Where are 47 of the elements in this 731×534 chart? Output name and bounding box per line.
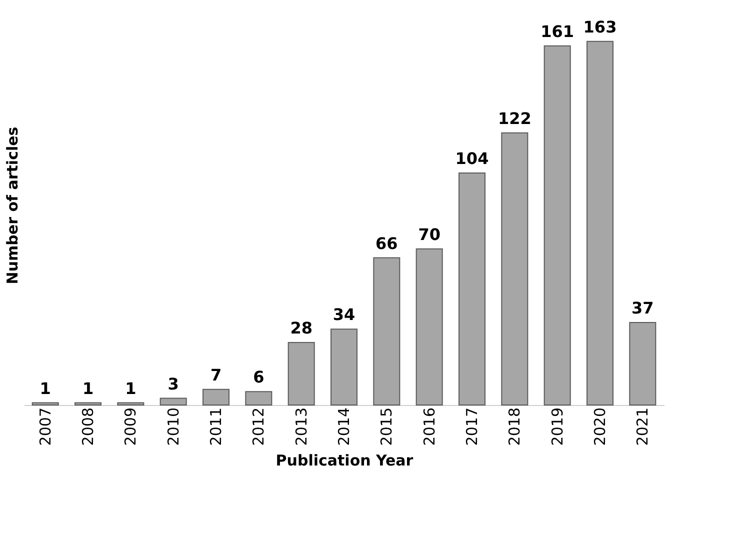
x-tick-label: 2016	[420, 408, 438, 446]
data-label: 6	[253, 368, 264, 387]
x-tick-label: 2010	[164, 408, 182, 446]
data-label: 7	[210, 365, 222, 384]
data-label: 66	[376, 234, 398, 253]
bar	[160, 398, 187, 406]
x-tick-label: 2009	[122, 408, 140, 446]
bar	[629, 322, 656, 406]
data-label: 37	[632, 298, 654, 318]
bar	[117, 402, 144, 406]
x-tick-label: 2020	[591, 408, 609, 446]
x-tick-label: 2011	[207, 408, 225, 446]
x-tick-label: 2018	[506, 408, 524, 446]
x-tick-label: 2015	[378, 408, 396, 446]
data-label: 28	[290, 318, 312, 338]
data-label: 161	[540, 22, 574, 41]
data-label: 1	[40, 378, 51, 398]
bar	[32, 402, 59, 406]
data-label: 34	[332, 305, 356, 324]
data-label: 1	[125, 378, 136, 398]
x-tick-label: 2019	[548, 408, 566, 446]
data-label: 1	[82, 378, 94, 398]
bar	[501, 132, 528, 406]
x-tick-label: 2012	[250, 408, 268, 446]
data-label: 104	[455, 148, 489, 168]
x-tick-label: 2013	[292, 408, 310, 446]
x-tick-label: 2014	[335, 408, 353, 446]
bar	[288, 342, 315, 406]
data-label: 3	[168, 374, 179, 394]
x-tick-label: 2007	[36, 408, 54, 446]
data-label: 70	[418, 224, 440, 244]
bar	[330, 328, 358, 406]
x-tick-label: 2021	[634, 408, 652, 446]
bar	[74, 402, 102, 406]
bar	[373, 257, 400, 406]
data-label: 163	[583, 17, 617, 36]
y-axis-title: Number of articles	[4, 126, 22, 284]
bar	[202, 388, 230, 406]
bar	[458, 172, 486, 406]
bar	[544, 45, 571, 406]
x-tick-label: 2017	[463, 408, 481, 446]
bar	[416, 248, 443, 406]
data-label: 122	[498, 108, 532, 128]
x-tick-label: 2008	[79, 408, 97, 446]
bar	[245, 391, 272, 406]
bar	[586, 40, 614, 406]
x-axis-title: Publication Year	[276, 452, 414, 470]
